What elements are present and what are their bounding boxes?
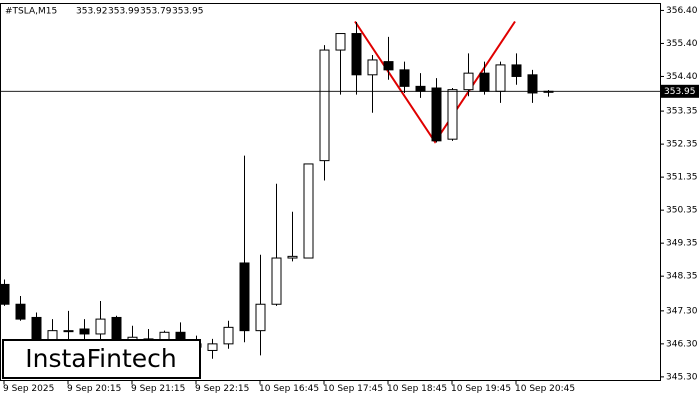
candle-body [367, 59, 378, 76]
x-tick-label: 10 Sep 16:45 [259, 384, 319, 394]
y-tick-label: 345.30 [666, 372, 698, 382]
candle-body [111, 316, 122, 342]
candle-body [447, 89, 458, 140]
y-tick-label: 353.35 [666, 107, 698, 117]
x-tick-label: 9 Sep 2025 [3, 384, 54, 394]
y-tick-label: 347.30 [666, 306, 698, 316]
y-tick-label: 355.40 [666, 39, 698, 49]
candle-body [79, 328, 90, 335]
candle-body [63, 330, 74, 333]
x-tick-label: 10 Sep 19:45 [451, 384, 511, 394]
x-tick-label: 9 Sep 21:15 [131, 384, 185, 394]
watermark: InstaFintech [25, 344, 177, 373]
x-tick-label: 10 Sep 17:45 [323, 384, 383, 394]
x-tick-label: 9 Sep 22:15 [195, 384, 249, 394]
candle-body [415, 85, 426, 92]
candle-body [95, 318, 106, 335]
chart-title: #TSLA,M15 [5, 7, 57, 17]
candle-body [527, 74, 538, 94]
candle-body [239, 262, 250, 332]
candle-body [463, 72, 474, 91]
x-tick-label: 10 Sep 18:45 [387, 384, 447, 394]
ohlc-low: 353.79 [140, 7, 172, 17]
candle-body [223, 326, 234, 345]
ohlc-open: 353.92 [76, 7, 108, 17]
candle-body [207, 343, 218, 351]
candle-body [511, 64, 522, 77]
candle-body [287, 255, 298, 259]
plot-frame [0, 3, 661, 381]
y-tick-label: 349.35 [666, 239, 698, 249]
y-tick-label: 350.35 [666, 206, 698, 216]
y-tick-label: 346.30 [666, 339, 698, 349]
ohlc-close: 353.95 [172, 7, 204, 17]
candle-body [319, 49, 330, 162]
candle-body [495, 64, 506, 92]
y-tick-label: 356.40 [666, 6, 698, 16]
candle-body [479, 72, 490, 92]
candle-body [255, 303, 266, 332]
candles [0, 21, 554, 359]
candle-body [431, 87, 442, 142]
y-tick-label: 351.35 [666, 173, 698, 183]
double-top-pattern [354, 20, 516, 144]
ohlc-high: 353.99 [108, 7, 140, 17]
price-label: 353.95 [664, 87, 696, 97]
candle-body [303, 163, 314, 259]
candle-body [31, 316, 42, 342]
y-tick-label: 348.35 [666, 272, 698, 282]
y-tick-label: 352.35 [666, 140, 698, 150]
candle-body [351, 33, 362, 76]
candle-body [0, 283, 10, 305]
x-tick-label: 9 Sep 20:15 [67, 384, 121, 394]
x-tick-label: 10 Sep 20:45 [515, 384, 575, 394]
candle-body [15, 303, 26, 320]
watermark-box [2, 339, 201, 379]
candle-body [399, 69, 410, 87]
y-tick-label: 354.40 [666, 72, 698, 82]
candle-body [383, 61, 394, 71]
candle-body [335, 33, 346, 51]
price-label-box [661, 84, 699, 98]
candle-body [271, 257, 282, 305]
